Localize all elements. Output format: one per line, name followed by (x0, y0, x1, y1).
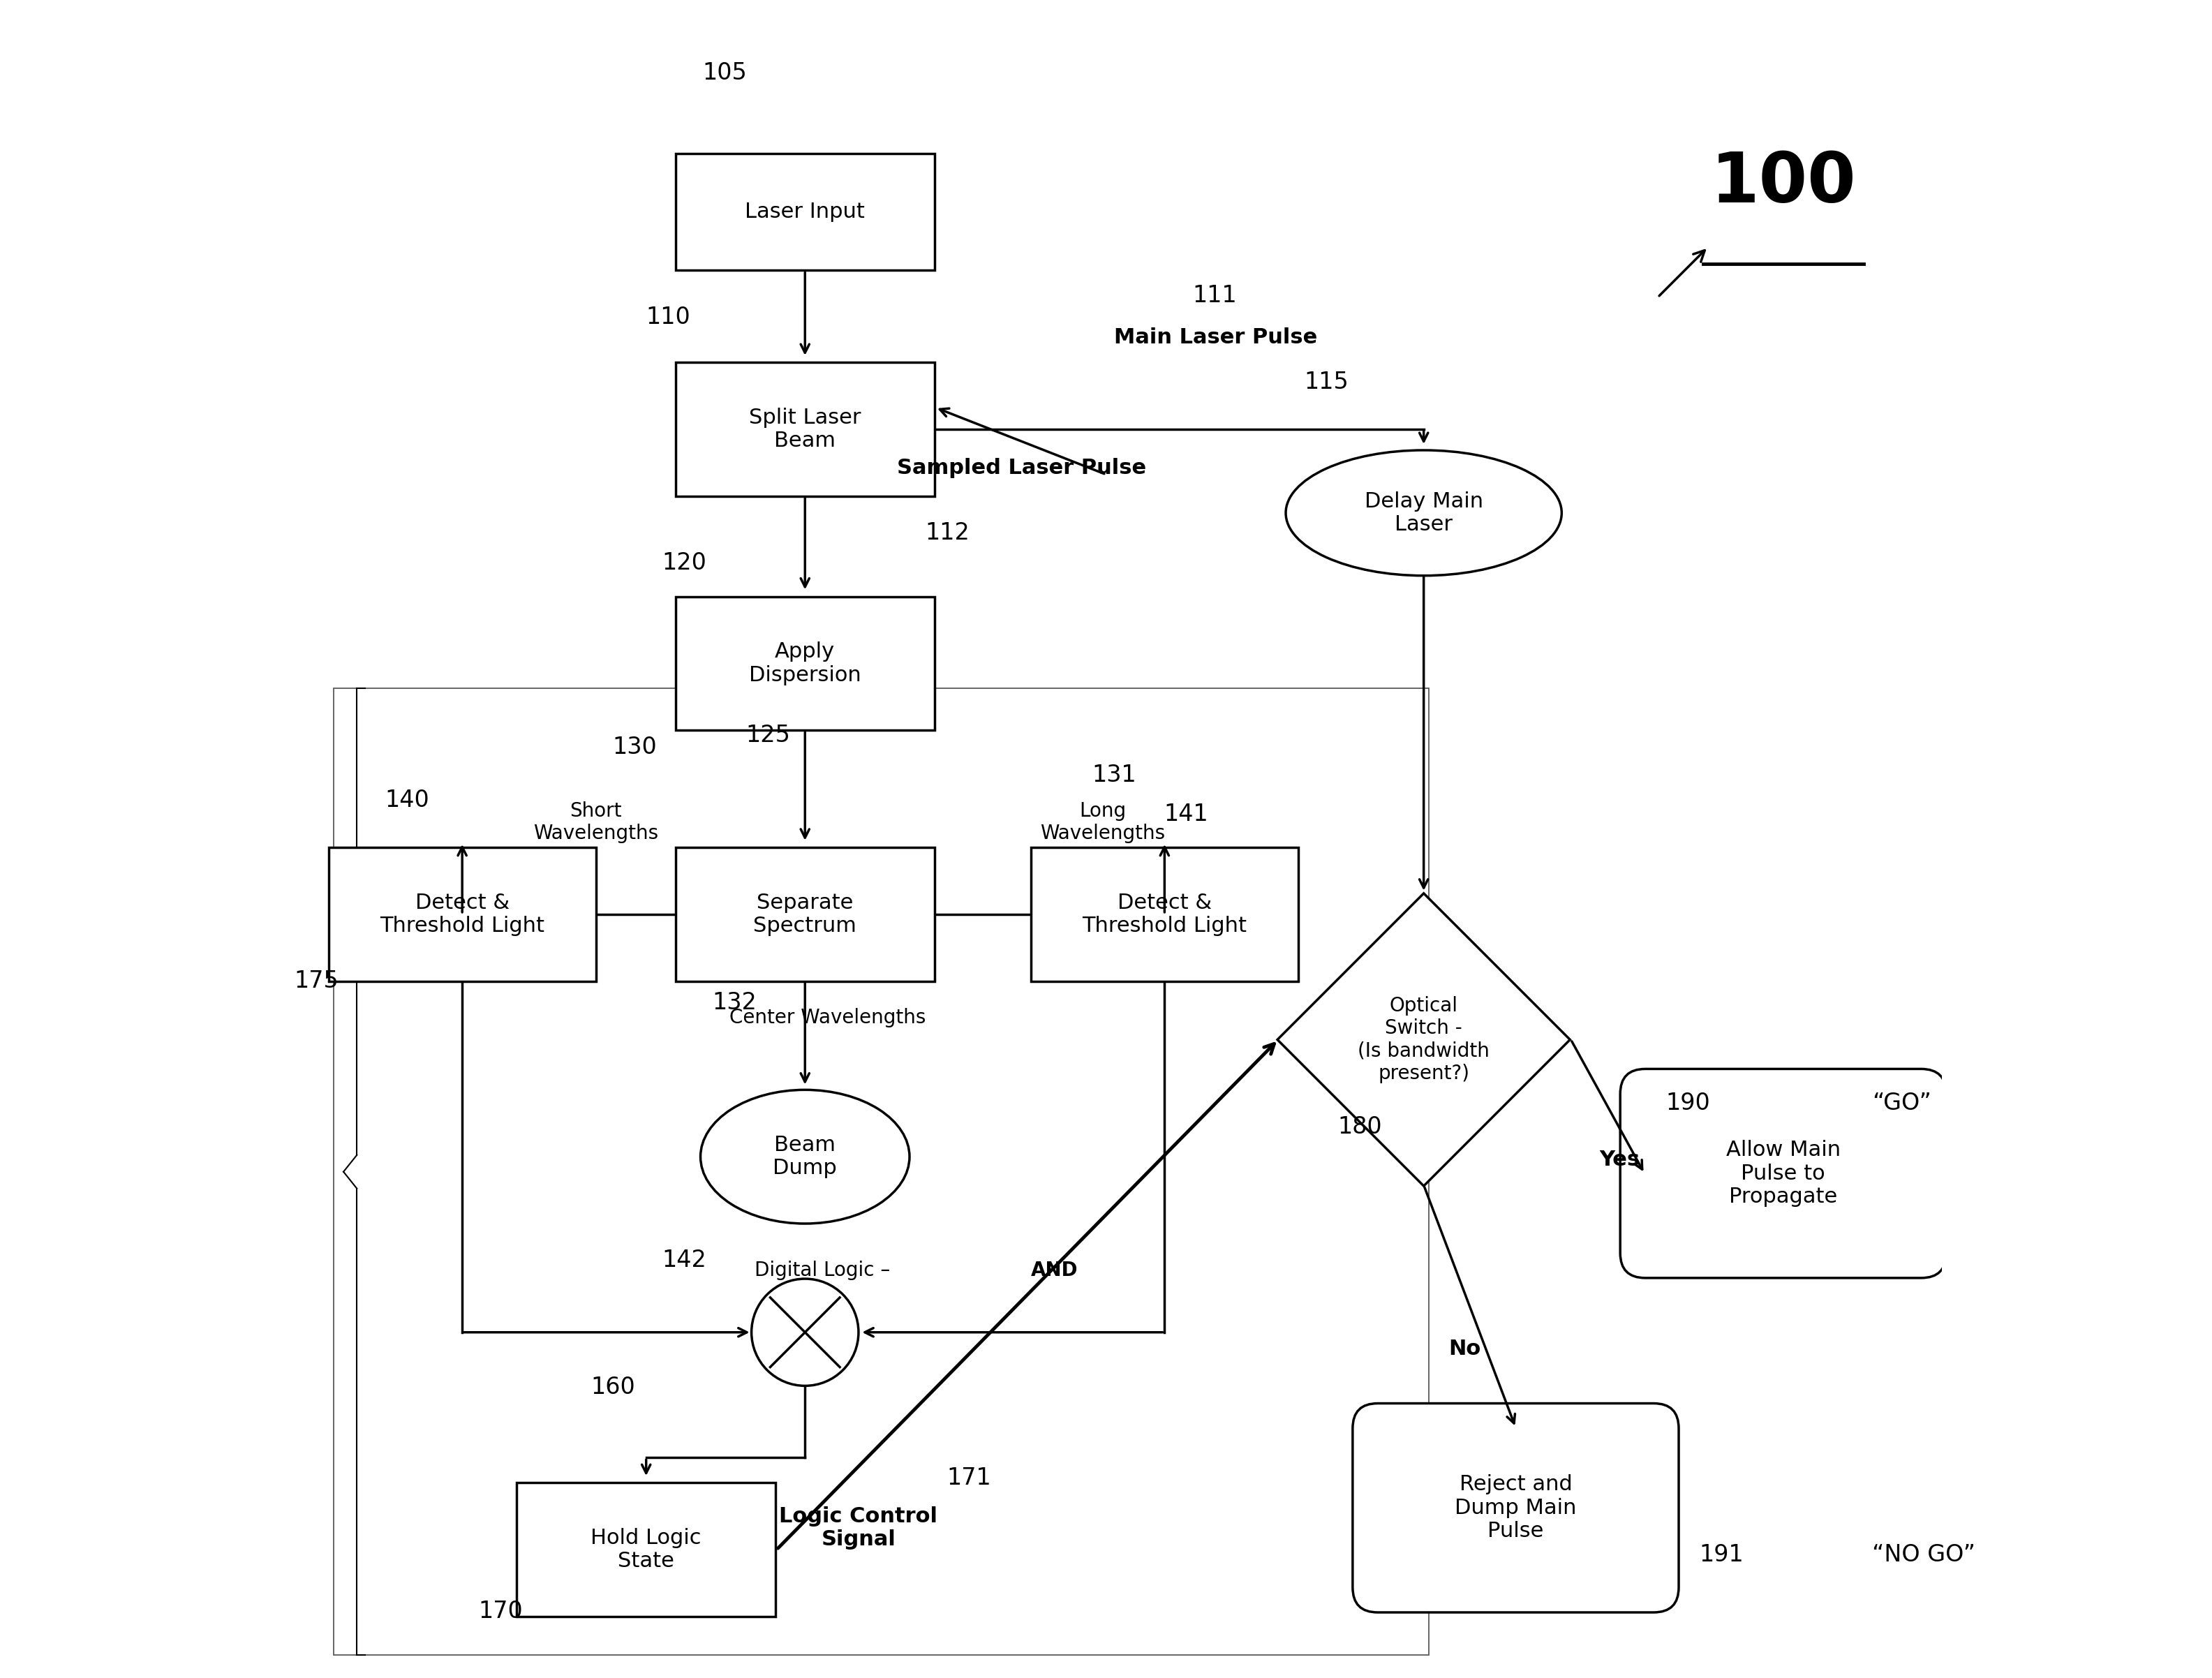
Text: 140: 140 (385, 789, 429, 812)
FancyBboxPatch shape (675, 597, 936, 730)
FancyBboxPatch shape (518, 1483, 776, 1616)
Text: 112: 112 (925, 522, 969, 544)
Text: 125: 125 (745, 723, 790, 747)
Circle shape (752, 1279, 858, 1386)
Text: 171: 171 (947, 1467, 991, 1490)
Text: Laser Input: Laser Input (745, 201, 865, 221)
Text: Split Laser
Beam: Split Laser Beam (750, 408, 860, 451)
Text: Main Laser Pulse: Main Laser Pulse (1115, 327, 1318, 347)
Text: “NO GO”: “NO GO” (1871, 1544, 1975, 1566)
Text: 105: 105 (703, 62, 748, 84)
Text: Hold Logic
State: Hold Logic State (591, 1529, 701, 1572)
Text: Digital Logic –: Digital Logic – (754, 1260, 896, 1280)
Text: 170: 170 (478, 1601, 522, 1623)
Text: 111: 111 (1192, 284, 1237, 307)
FancyBboxPatch shape (327, 847, 595, 982)
Text: 110: 110 (646, 305, 690, 329)
Text: 141: 141 (1164, 802, 1208, 826)
Text: Apply
Dispersion: Apply Dispersion (750, 641, 860, 685)
Text: Center Wavelengths: Center Wavelengths (730, 1008, 927, 1027)
Text: 115: 115 (1305, 371, 1349, 394)
Text: 132: 132 (712, 992, 757, 1015)
Text: 160: 160 (591, 1376, 635, 1399)
Text: 142: 142 (661, 1248, 708, 1272)
Text: Delay Main
Laser: Delay Main Laser (1365, 492, 1482, 535)
Text: Beam
Dump: Beam Dump (772, 1134, 836, 1178)
Ellipse shape (701, 1089, 909, 1223)
Text: 175: 175 (294, 970, 338, 993)
FancyBboxPatch shape (675, 362, 936, 497)
Text: 190: 190 (1666, 1092, 1710, 1114)
Text: Separate
Spectrum: Separate Spectrum (754, 893, 856, 936)
Text: No: No (1449, 1339, 1482, 1359)
Text: AND: AND (1031, 1260, 1077, 1280)
Text: Sampled Laser Pulse: Sampled Laser Pulse (898, 458, 1146, 478)
FancyBboxPatch shape (1354, 1403, 1679, 1613)
Text: 120: 120 (661, 552, 708, 574)
FancyBboxPatch shape (675, 847, 936, 982)
Text: Short
Wavelengths: Short Wavelengths (533, 800, 659, 844)
Text: Reject and
Dump Main
Pulse: Reject and Dump Main Pulse (1455, 1475, 1577, 1542)
FancyBboxPatch shape (1031, 847, 1298, 982)
Text: Allow Main
Pulse to
Propagate: Allow Main Pulse to Propagate (1725, 1139, 1840, 1206)
Text: Detect &
Threshold Light: Detect & Threshold Light (380, 893, 544, 936)
FancyBboxPatch shape (1619, 1069, 1947, 1279)
FancyBboxPatch shape (675, 153, 936, 270)
Text: 100: 100 (1710, 149, 1856, 218)
Polygon shape (1276, 893, 1571, 1186)
Ellipse shape (1285, 450, 1562, 576)
Text: “GO”: “GO” (1871, 1092, 1931, 1114)
Text: Long
Wavelengths: Long Wavelengths (1040, 800, 1166, 844)
Text: 191: 191 (1699, 1544, 1743, 1566)
Text: Detect &
Threshold Light: Detect & Threshold Light (1082, 893, 1248, 936)
Text: Optical
Switch -
(Is bandwidth
present?): Optical Switch - (Is bandwidth present?) (1358, 997, 1489, 1084)
Text: 180: 180 (1338, 1116, 1382, 1138)
Text: 131: 131 (1093, 763, 1137, 787)
Text: Yes: Yes (1599, 1149, 1639, 1170)
Text: Logic Control
Signal: Logic Control Signal (779, 1507, 938, 1550)
Text: 130: 130 (613, 735, 657, 758)
